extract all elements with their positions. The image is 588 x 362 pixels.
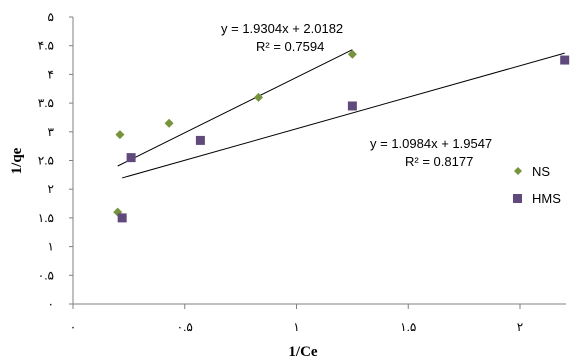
hms-data-point xyxy=(347,101,357,111)
ns-trendline-equation: y = 1.9304x + 2.0182 xyxy=(221,21,343,36)
y-tick-label: ۴.۵ xyxy=(38,39,54,53)
plot-area xyxy=(72,17,566,305)
y-tick-label: ۰.۵ xyxy=(38,268,54,282)
x-axis-ticks: ۰ ۰.۵ ۱ ۱.۵ ۲ xyxy=(70,304,523,334)
ns-data-point xyxy=(347,49,357,59)
y-tick-label: ۱ xyxy=(48,240,54,254)
ns-data-point xyxy=(115,130,125,140)
y-axis-title: 1/qe xyxy=(9,147,25,174)
hms-data-point xyxy=(117,213,127,223)
y-tick-label: ۲.۵ xyxy=(38,154,54,168)
y-tick-label: ۴ xyxy=(48,67,54,81)
legend-item-hms: HMS xyxy=(513,191,561,206)
legend-marker-square xyxy=(513,194,522,203)
y-tick-label: ۲ xyxy=(48,182,54,196)
x-tick-label: ۰ xyxy=(70,320,76,334)
ns-data-point xyxy=(254,92,264,102)
y-tick-label: ۳ xyxy=(48,125,55,139)
legend-label-hms: HMS xyxy=(532,191,561,206)
y-tick-label: ۵ xyxy=(48,10,54,24)
y-tick-label: ۱.۵ xyxy=(38,211,54,225)
legend-label-ns: NS xyxy=(532,164,550,179)
legend-item-ns: NS xyxy=(514,164,550,179)
ns-trendline xyxy=(117,49,353,167)
legend-marker-diamond xyxy=(514,167,522,175)
hms-data-point xyxy=(126,153,136,163)
x-tick-label: ۱ xyxy=(293,320,299,334)
hms-data-point xyxy=(195,135,205,145)
x-tick-label: ۱.۵ xyxy=(400,320,416,334)
ns-trendline-r2: R² = 0.7594 xyxy=(256,39,324,54)
x-tick-label: ۰.۵ xyxy=(177,320,193,334)
x-tick-label: ۲ xyxy=(517,320,523,334)
y-axis-ticks: ۰ ۰.۵ ۱ ۱.۵ ۲ ۲.۵ ۳ ۳.۵ ۴ ۴.۵ ۵ xyxy=(38,10,73,311)
data-points xyxy=(113,49,570,223)
y-tick-label: ۳.۵ xyxy=(38,96,54,110)
trendlines xyxy=(117,49,565,179)
y-tick-label: ۰ xyxy=(48,297,54,311)
x-axis-title: 1/Ce xyxy=(288,344,318,360)
hms-trendline-equation: y = 1.0984x + 1.9547 xyxy=(370,136,492,151)
hms-data-point xyxy=(560,55,570,65)
legend: NS HMS xyxy=(513,164,561,206)
ns-data-point xyxy=(164,118,174,128)
hms-trendline-r2: R² = 0.8177 xyxy=(405,154,473,169)
hms-trendline xyxy=(122,52,565,179)
